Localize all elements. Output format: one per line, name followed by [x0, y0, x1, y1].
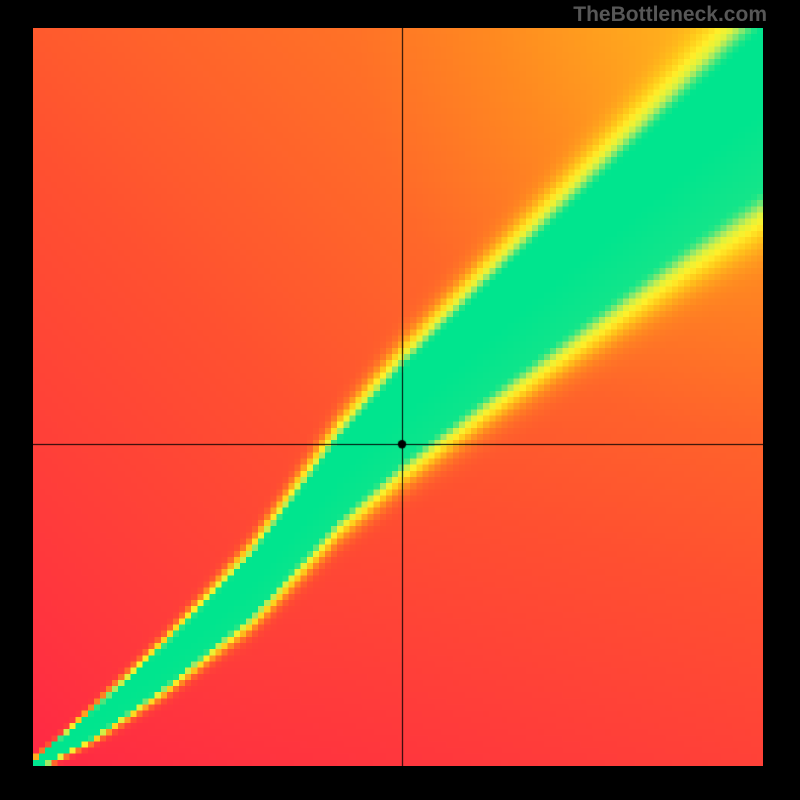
chart-container: TheBottleneck.com [0, 0, 800, 800]
bottleneck-heatmap [33, 28, 763, 766]
attribution-text: TheBottleneck.com [573, 3, 767, 27]
